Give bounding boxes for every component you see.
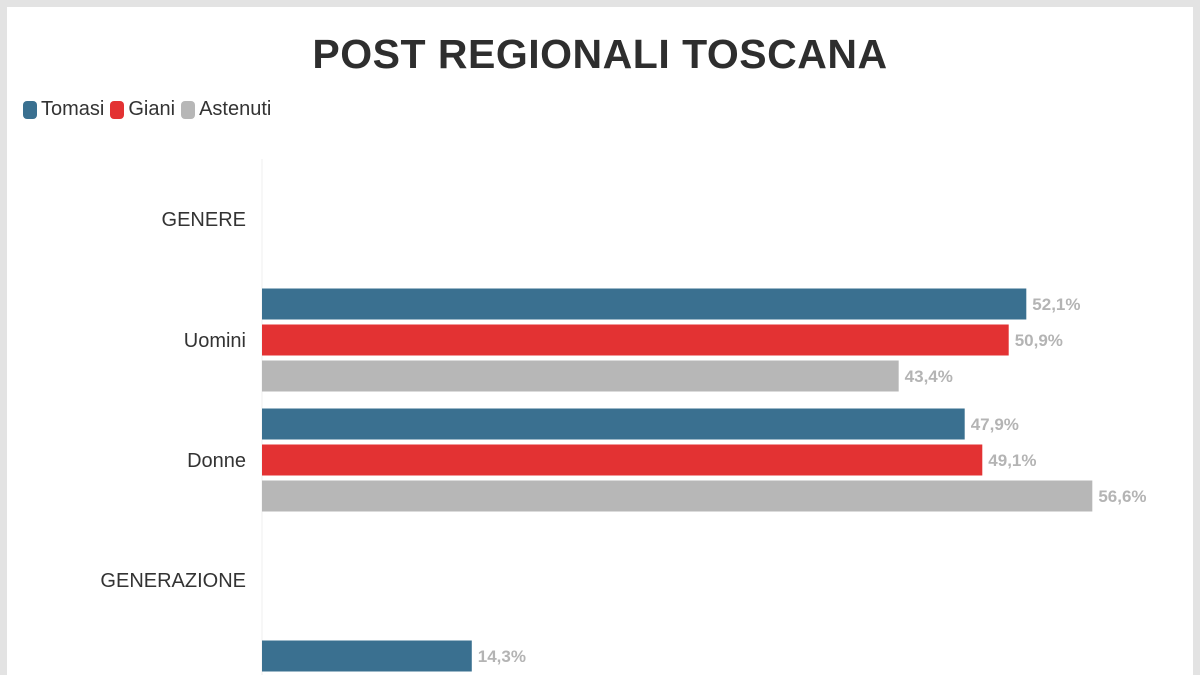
data-label: 52,1% [1032,295,1080,314]
category-label: GENERE [162,209,246,231]
legend: Tomasi Giani Astenuti [23,98,277,121]
bar-tomasi [262,408,965,440]
category-label: GENERAZIONE [100,570,246,592]
bar-chart: GENERE Uomini 52,1% 50,9% 43,4% Donne 47,9% 49,… [100,159,1147,675]
legend-swatch-tomasi [23,100,37,119]
data-label: 14,3% [478,647,526,666]
bar-giani [262,444,983,476]
legend-label-giani: Giani [128,98,176,120]
category-label: Uomini [184,330,246,352]
data-label: 49,1% [988,451,1036,470]
legend-item-astenuti: Astenuti [181,98,271,121]
category-label: Donne [187,450,246,472]
data-label: 47,9% [971,415,1019,434]
data-label: 43,4% [905,367,953,386]
bar-astenuti [262,480,1093,512]
data-label: 56,6% [1098,487,1146,506]
legend-swatch-astenuti [181,100,196,119]
bar-tomasi [262,288,1027,320]
legend-label-tomasi: Tomasi [41,98,105,120]
data-label: 50,9% [1015,331,1063,350]
legend-swatch-giani [110,100,125,119]
chart-title: POST REGIONALI TOSCANA [312,31,888,77]
bar-astenuti [262,360,899,392]
legend-item-tomasi: Tomasi [23,98,104,121]
legend-item-giani: Giani [110,98,175,121]
bar-giani [262,324,1009,356]
chart-frame: POST REGIONALI TOSCANA Tomasi Giani Aste… [7,7,1193,675]
bar-tomasi [262,640,472,672]
legend-label-astenuti: Astenuti [199,98,272,120]
